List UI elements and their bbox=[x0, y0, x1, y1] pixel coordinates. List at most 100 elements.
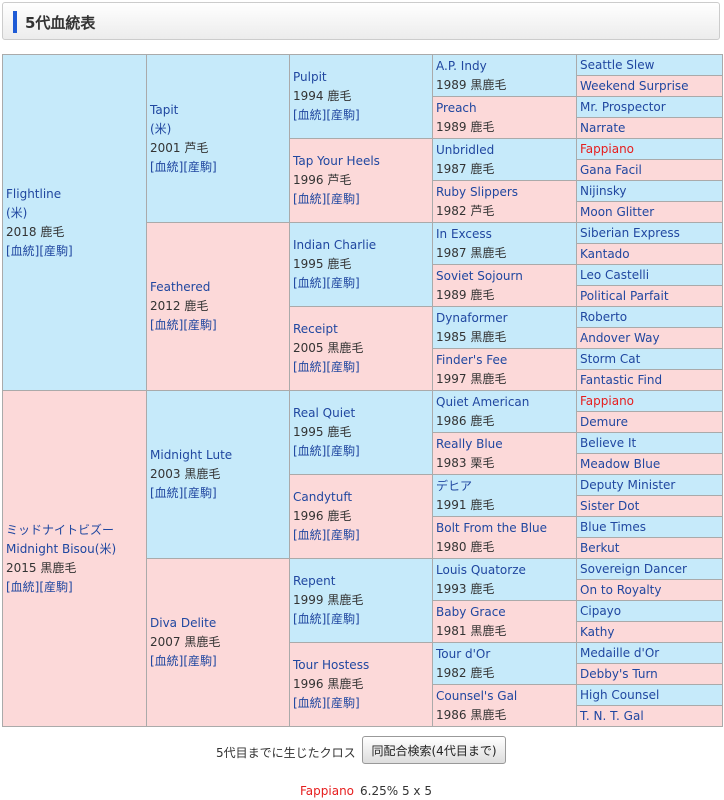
pedigree-link[interactable]: [血統] bbox=[293, 276, 327, 290]
horse-name-link[interactable]: Preach bbox=[436, 100, 477, 115]
horse-name-link[interactable]: Real Quiet bbox=[293, 406, 356, 420]
horse-name-link[interactable]: Siberian Express bbox=[580, 225, 680, 240]
foal-link[interactable]: [産駒] bbox=[326, 360, 360, 374]
horse-name-link[interactable]: Leo Castelli bbox=[580, 267, 650, 282]
horse-name-link[interactable]: Dynaformer bbox=[436, 310, 508, 325]
foal-link[interactable]: [産駒] bbox=[326, 276, 360, 290]
horse-name-link[interactable]: Really Blue bbox=[436, 436, 503, 451]
horse-name-link[interactable]: Political Parfait bbox=[580, 288, 669, 303]
horse-name-link[interactable]: Deputy Minister bbox=[580, 477, 676, 492]
foal-link[interactable]: [産駒] bbox=[183, 318, 217, 332]
same-mating-search-button[interactable]: 同配合検索(4代目まで) bbox=[362, 736, 506, 764]
foal-link[interactable]: [産駒] bbox=[326, 108, 360, 122]
horse-name-link[interactable]: T. N. T. Gal bbox=[580, 708, 644, 723]
foal-link[interactable]: [産駒] bbox=[39, 243, 73, 258]
horse-name-link[interactable]: Meadow Blue bbox=[580, 456, 661, 471]
horse-name-link[interactable]: Baby Grace bbox=[436, 604, 506, 619]
horse-name-link[interactable]: Debby's Turn bbox=[580, 666, 658, 681]
pedigree-cell-g5: Storm Cat bbox=[576, 348, 723, 370]
horse-name-link[interactable]: Gana Facil bbox=[580, 162, 642, 177]
horse-name-link[interactable]: Feathered bbox=[150, 280, 211, 294]
horse-name-link[interactable]: Fantastic Find bbox=[580, 372, 663, 387]
pedigree-link[interactable]: [血統] bbox=[150, 654, 184, 668]
horse-name-link[interactable]: Sister Dot bbox=[580, 498, 640, 513]
foal-link[interactable]: [産駒] bbox=[183, 159, 217, 174]
foal-link[interactable]: [産駒] bbox=[183, 654, 217, 668]
foal-link[interactable]: [産駒] bbox=[326, 696, 360, 710]
horse-name-link[interactable]: A.P. Indy bbox=[436, 58, 487, 73]
horse-name-link[interactable]: Tap Your Heels bbox=[293, 154, 380, 168]
horse-name-link[interactable]: Candytuft bbox=[293, 490, 353, 504]
horse-name-link[interactable]: Midnight Lute bbox=[150, 448, 233, 462]
pedigree-link[interactable]: [血統] bbox=[150, 159, 184, 174]
foal-link[interactable]: [産駒] bbox=[326, 192, 360, 206]
horse-name-link[interactable]: Sovereign Dancer bbox=[580, 561, 687, 576]
horse-name-link[interactable]: Berkut bbox=[580, 540, 620, 555]
horse-name-link[interactable]: Kathy bbox=[580, 624, 615, 639]
pedigree-link[interactable]: [血統] bbox=[6, 579, 40, 594]
pedigree-link[interactable]: [血統] bbox=[293, 360, 327, 374]
horse-name-link[interactable]: Repent bbox=[293, 574, 336, 588]
foal-link[interactable]: [産駒] bbox=[183, 486, 217, 500]
horse-name-link[interactable]: Tapit bbox=[150, 102, 179, 117]
horse-name-link[interactable]: Soviet Sojourn bbox=[436, 268, 523, 283]
pedigree-cell-g5: Leo Castelli bbox=[576, 264, 723, 286]
horse-name-link[interactable]: Flightline bbox=[6, 186, 62, 201]
horse-year-color: 2005 黒鹿毛 bbox=[293, 341, 364, 355]
horse-name-link[interactable]: Storm Cat bbox=[580, 351, 641, 366]
pedigree-link[interactable]: [血統] bbox=[293, 108, 327, 122]
pedigree-cell-g3: Repent 1999 黒鹿毛 [血統][産駒] bbox=[289, 558, 433, 643]
pedigree-link[interactable]: [血統] bbox=[293, 612, 327, 626]
foal-link[interactable]: [産駒] bbox=[326, 528, 360, 542]
horse-name-link[interactable]: Bolt From the Blue bbox=[436, 520, 548, 535]
horse-name-link[interactable]: Finder's Fee bbox=[436, 352, 508, 367]
horse-name-link[interactable]: Seattle Slew bbox=[580, 57, 655, 72]
foal-link[interactable]: [産駒] bbox=[326, 444, 360, 458]
horse-name-link[interactable]: Mr. Prospector bbox=[580, 99, 666, 114]
horse-name-link[interactable]: Diva Delite bbox=[150, 616, 217, 630]
cross-result-name[interactable]: Fappiano bbox=[300, 784, 355, 798]
horse-name-link[interactable]: Pulpit bbox=[293, 70, 327, 84]
horse-name-link[interactable]: Roberto bbox=[580, 309, 628, 324]
horse-name-link[interactable]: Ruby Slippers bbox=[436, 184, 519, 199]
horse-name-link[interactable]: Unbridled bbox=[436, 142, 495, 157]
pedigree-link[interactable]: [血統] bbox=[293, 528, 327, 542]
horse-name-link[interactable]: Andover Way bbox=[580, 330, 660, 345]
horse-name-link[interactable]: Demure bbox=[580, 414, 628, 429]
horse-name-link[interactable]: Medaille d'Or bbox=[580, 645, 660, 660]
horse-name-link[interactable]: Fappiano bbox=[580, 141, 635, 156]
horse-name-link[interactable]: Tour d'Or bbox=[436, 646, 491, 661]
pedigree-link[interactable]: [血統] bbox=[293, 444, 327, 458]
pedigree-cell-g5: High Counsel bbox=[576, 684, 723, 706]
pedigree-link[interactable]: [血統] bbox=[6, 243, 40, 258]
pedigree-link[interactable]: [血統] bbox=[293, 696, 327, 710]
horse-name-link[interactable]: Cipayo bbox=[580, 603, 622, 618]
horse-name-link[interactable]: Midnight Bisou bbox=[6, 541, 95, 556]
pedigree-cell-g5: Cipayo bbox=[576, 600, 723, 622]
horse-name-link[interactable]: Fappiano bbox=[580, 393, 635, 408]
horse-name-link[interactable]: Louis Quatorze bbox=[436, 562, 526, 577]
horse-name-link[interactable]: Nijinsky bbox=[580, 183, 627, 198]
pedigree-link[interactable]: [血統] bbox=[150, 318, 184, 332]
horse-name-link[interactable]: Blue Times bbox=[580, 519, 646, 534]
horse-name-link[interactable]: Quiet American bbox=[436, 394, 530, 409]
horse-name-link[interactable]: On to Royalty bbox=[580, 582, 662, 597]
horse-name-link[interactable]: Counsel's Gal bbox=[436, 688, 518, 703]
foal-link[interactable]: [産駒] bbox=[39, 579, 73, 594]
horse-name-link[interactable]: ミッドナイトビズー bbox=[6, 522, 115, 537]
horse-name-link[interactable]: Moon Glitter bbox=[580, 204, 655, 219]
foal-link[interactable]: [産駒] bbox=[326, 612, 360, 626]
horse-name-link[interactable]: Tour Hostess bbox=[293, 658, 370, 672]
horse-name-link[interactable]: Weekend Surprise bbox=[580, 78, 689, 93]
pedigree-link[interactable]: [血統] bbox=[150, 486, 184, 500]
horse-name-link[interactable]: Narrate bbox=[580, 120, 626, 135]
horse-name-link[interactable]: Believe It bbox=[580, 435, 637, 450]
horse-name-link[interactable]: デヒア bbox=[436, 478, 473, 493]
pedigree-link[interactable]: [血統] bbox=[293, 192, 327, 206]
pedigree-cell-g5: Fappiano bbox=[576, 138, 723, 160]
horse-name-link[interactable]: Indian Charlie bbox=[293, 238, 377, 252]
horse-name-link[interactable]: Receipt bbox=[293, 322, 338, 336]
horse-name-link[interactable]: In Excess bbox=[436, 226, 492, 241]
horse-name-link[interactable]: Kantado bbox=[580, 246, 630, 261]
horse-name-link[interactable]: High Counsel bbox=[580, 687, 660, 702]
